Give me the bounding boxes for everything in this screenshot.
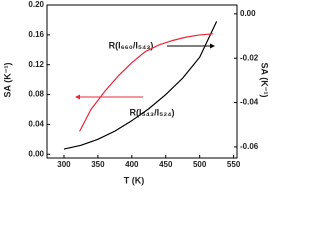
- y-tick-label: 0.00: [28, 149, 44, 158]
- x-tick-label: 450: [159, 160, 173, 169]
- y2-tick-label: 0.00: [240, 9, 256, 18]
- y-tick-label: 0.16: [28, 30, 44, 39]
- series-line: [63, 21, 218, 150]
- series-line: [79, 33, 214, 132]
- y-tick-label: 0.08: [28, 90, 44, 99]
- x-tick-label: 350: [91, 160, 105, 169]
- plot-frame: [46, 4, 238, 159]
- x-tick-label: 500: [193, 160, 207, 169]
- arrow-head: [210, 43, 215, 49]
- y2-tick-label: -0.02: [240, 53, 259, 62]
- y2-axis-label: SA (K⁻¹): [260, 63, 270, 98]
- x-tick-label: 550: [227, 160, 241, 169]
- annotation: R(I₆₆₀/I₅₄₃): [109, 40, 154, 50]
- y-tick-label: 0.12: [28, 60, 44, 69]
- x-tick-label: 300: [57, 160, 71, 169]
- x-axis-label: T (K): [124, 175, 145, 185]
- annotation: R(I₅₄₃/I₅₂₄): [130, 107, 175, 117]
- chart: T (K) SA (K⁻¹) SA (K⁻¹) R(I₆₆₀/I₅₄₃) R(I…: [2, 0, 270, 185]
- y-tick-label: 0.20: [28, 0, 44, 9]
- y-axis-label: SA (K⁻¹): [2, 63, 12, 98]
- y2-tick-label: -0.06: [240, 142, 259, 151]
- y-tick-label: 0.04: [28, 120, 44, 129]
- arrow-head: [75, 94, 80, 100]
- x-tick-label: 400: [125, 160, 139, 169]
- y2-tick-label: -0.04: [240, 98, 259, 107]
